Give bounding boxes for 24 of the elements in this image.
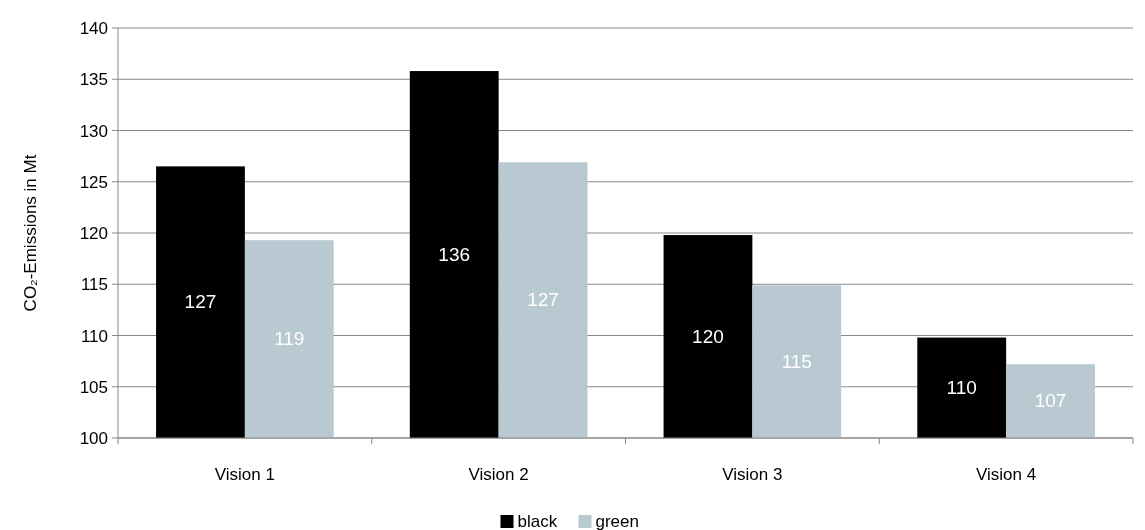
- y-tick-label: 125: [79, 172, 108, 192]
- x-tick-label: Vision 4: [976, 465, 1037, 484]
- data-label: 107: [1034, 390, 1067, 412]
- y-tick-label: 110: [80, 326, 108, 346]
- data-label: 110: [946, 376, 977, 398]
- data-label: 119: [274, 328, 305, 350]
- x-tick-label: Vision 2: [468, 465, 529, 484]
- data-label: 136: [438, 243, 471, 265]
- data-label: 127: [527, 289, 559, 311]
- y-tick-label: 100: [79, 429, 108, 448]
- y-axis-title: CO₂-Emissions in Mt: [21, 154, 40, 312]
- y-tick-label: 130: [79, 121, 108, 141]
- data-label: 127: [184, 291, 217, 313]
- y-tick-label: 120: [79, 224, 108, 243]
- y-tick-label: 140: [79, 19, 108, 38]
- x-tick-label: Vision 3: [722, 465, 783, 484]
- y-tick-label: 135: [79, 70, 108, 90]
- y-tick-label: 105: [79, 377, 108, 397]
- data-label: 120: [692, 325, 724, 347]
- y-tick-label: 115: [80, 275, 108, 295]
- x-tick-label: Vision 1: [214, 465, 275, 484]
- legend-label: black: [517, 512, 558, 530]
- data-label: 115: [781, 350, 812, 372]
- legend-label: green: [595, 512, 639, 530]
